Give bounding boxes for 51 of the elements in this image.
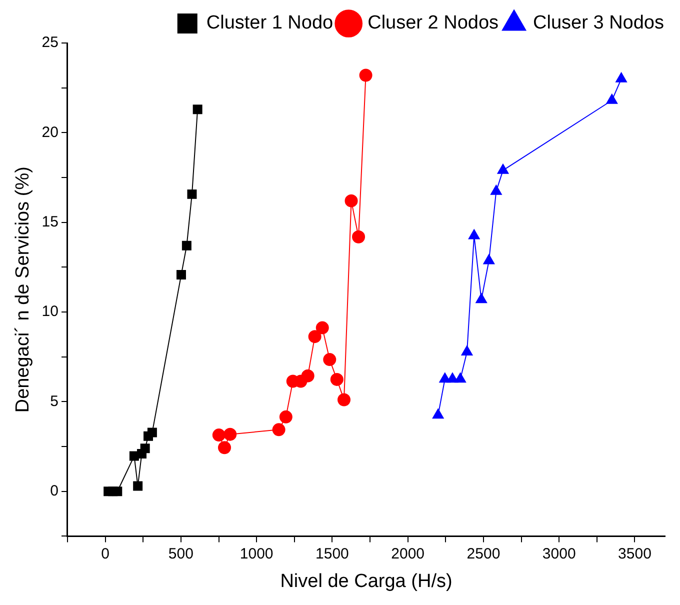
point <box>432 408 444 419</box>
point <box>301 369 314 382</box>
point <box>187 189 197 199</box>
x-tick-label: 3000 <box>542 545 576 562</box>
point <box>338 393 351 406</box>
point <box>272 423 286 436</box>
x-tick-label: 500 <box>168 545 194 562</box>
point <box>140 444 150 454</box>
point <box>359 68 372 82</box>
x-tick-label: 2000 <box>391 545 425 562</box>
point <box>490 184 502 195</box>
point <box>497 164 509 174</box>
point <box>308 330 322 344</box>
y-tick-label: 10 <box>42 303 58 320</box>
point <box>616 72 627 82</box>
point <box>112 486 122 496</box>
y-tick-label: 5 <box>50 392 58 410</box>
x-tick-label: 3500 <box>618 545 652 562</box>
point <box>224 428 237 441</box>
point <box>476 293 488 304</box>
y-axis-title: Denegaci´ n de Servicios (%) <box>12 166 34 413</box>
point <box>483 254 495 264</box>
legend-label: Cluster 1 Nodo <box>206 12 334 34</box>
point <box>147 428 157 438</box>
legend-label: Cluser 3 Nodos <box>533 12 664 34</box>
point <box>352 230 366 244</box>
point <box>133 481 143 491</box>
x-tick-label: 1000 <box>240 545 274 562</box>
point <box>454 372 466 383</box>
point <box>344 194 358 208</box>
point <box>468 229 480 240</box>
point <box>461 346 473 356</box>
point <box>176 270 186 280</box>
point <box>218 441 232 454</box>
point <box>212 428 226 442</box>
point <box>279 410 292 424</box>
point <box>606 94 618 104</box>
y-tick-label: 0 <box>50 482 58 500</box>
x-axis-title: Nivel de Carga (H/s) <box>280 570 452 592</box>
x-tick-label: 0 <box>101 545 110 562</box>
y-tick-label: 15 <box>42 213 58 230</box>
y-tick-label: 25 <box>42 34 58 52</box>
point <box>330 372 344 386</box>
point <box>316 321 329 334</box>
point <box>192 104 202 114</box>
x-tick-label: 1500 <box>316 545 349 562</box>
point <box>323 353 336 366</box>
point <box>182 240 192 250</box>
legend-label: Cluser 2 Nodos <box>368 12 499 34</box>
y-tick-label: 20 <box>42 124 58 141</box>
x-tick-label: 2500 <box>466 545 500 562</box>
